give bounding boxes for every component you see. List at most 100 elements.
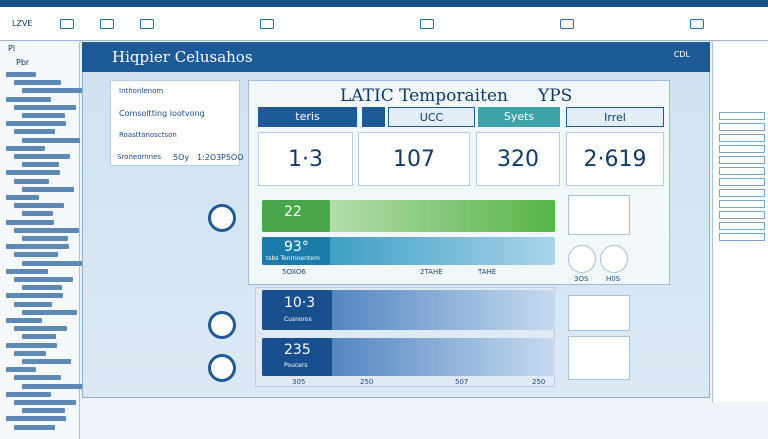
sidebar-row[interactable]	[14, 178, 49, 184]
form-field[interactable]	[719, 211, 765, 219]
sidebar-row[interactable]	[14, 203, 64, 209]
sidebar-row[interactable]	[22, 334, 56, 340]
sidebar-row[interactable]	[14, 129, 55, 135]
icon-chart[interactable]	[568, 195, 630, 235]
sidebar-row[interactable]	[6, 293, 63, 299]
icon-label: 3OS	[574, 275, 589, 283]
sidebar-row[interactable]	[6, 195, 39, 200]
sidebar-row[interactable]	[6, 391, 51, 397]
form-field[interactable]	[719, 200, 765, 208]
sidebar-row[interactable]	[6, 416, 66, 422]
form-field[interactable]	[719, 222, 765, 230]
toolbar-icon[interactable]	[60, 19, 74, 29]
icon-dial[interactable]	[568, 245, 596, 273]
form-field[interactable]	[719, 156, 765, 164]
panel-badge: YPS	[538, 86, 573, 106]
toolbar-icon[interactable]	[690, 19, 704, 29]
sidebar-row[interactable]	[14, 301, 52, 307]
sidebar-row[interactable]	[14, 375, 61, 381]
sidebar-row[interactable]	[22, 260, 83, 266]
bar-value: 235	[284, 342, 311, 358]
sidebar-row[interactable]	[22, 309, 77, 315]
summary-label: Roasttanosctson	[119, 131, 177, 139]
axis-label: 507	[455, 378, 469, 386]
summary-value: P5OO	[221, 153, 244, 162]
sidebar-row[interactable]	[14, 227, 79, 233]
sidebar-row[interactable]	[22, 408, 65, 414]
sidebar-row[interactable]	[6, 367, 36, 373]
sidebar-row[interactable]	[22, 285, 62, 291]
icon-dial[interactable]	[600, 245, 628, 273]
axis-label: 250	[360, 378, 374, 386]
sidebar-row[interactable]	[14, 350, 46, 356]
summary-line: Comsoltting lootvong	[119, 109, 205, 118]
icon-leaf[interactable]	[568, 295, 630, 331]
sidebar-row[interactable]	[22, 383, 86, 389]
sidebar-row[interactable]	[6, 318, 42, 323]
sidebar-row[interactable]	[6, 219, 54, 225]
sidebar-row[interactable]	[14, 104, 76, 110]
axis-label: 250	[532, 378, 546, 386]
gauge	[208, 204, 236, 232]
sidebar-row[interactable]	[14, 80, 61, 86]
sidebar-row[interactable]	[14, 424, 55, 430]
sidebar-row[interactable]	[14, 252, 58, 258]
sidebar-row[interactable]	[22, 137, 80, 143]
form-field[interactable]	[719, 123, 765, 131]
toolbar-icon[interactable]	[560, 19, 574, 29]
tab[interactable]: teris	[258, 107, 357, 127]
toolbar-icon[interactable]	[100, 19, 114, 29]
bar-label: tsbs Tenrnnentem	[266, 255, 320, 262]
sidebar-row[interactable]	[22, 236, 68, 241]
form-field[interactable]	[719, 178, 765, 186]
sidebar-row[interactable]	[6, 170, 60, 176]
sidebar-row[interactable]	[14, 400, 76, 405]
form-field[interactable]	[719, 112, 765, 120]
metric-card: 2·619	[566, 132, 664, 186]
bar-value: 93°	[284, 239, 309, 255]
toolbar-icon[interactable]	[260, 19, 274, 29]
metric-card: 107	[358, 132, 470, 186]
form-field[interactable]	[719, 145, 765, 153]
sidebar-row[interactable]	[6, 268, 48, 274]
bar: 22	[262, 200, 330, 232]
sidebar-row[interactable]	[6, 342, 57, 348]
sidebar-row[interactable]	[14, 154, 70, 159]
form-field[interactable]	[719, 189, 765, 197]
summary-card: Inthonlenom Comsoltting lootvong Roastta…	[110, 80, 244, 166]
tab[interactable]	[362, 107, 385, 127]
gauge	[208, 354, 236, 382]
sidebar-row[interactable]	[6, 244, 69, 250]
sidebar: Pl Pbr	[0, 42, 86, 439]
form-field[interactable]	[719, 233, 765, 241]
summary-value: 1:2O3	[197, 153, 222, 162]
toolbar-icon[interactable]	[420, 19, 434, 29]
icon-meter[interactable]	[568, 336, 630, 380]
sidebar-row[interactable]	[22, 359, 71, 364]
bar-label: Cusnoros	[284, 316, 312, 323]
form-field[interactable]	[719, 167, 765, 175]
sidebar-row[interactable]	[14, 326, 67, 332]
summary-heading: Inthonlenom	[119, 87, 164, 95]
panel-title: LATIC Temporaiten	[340, 86, 508, 106]
sidebar-row[interactable]	[22, 162, 59, 168]
sidebar-row[interactable]	[6, 72, 36, 77]
sidebar-row[interactable]	[14, 277, 73, 282]
app-header: Hiqpier Celusahos CDL	[82, 42, 710, 72]
toolbar-icon[interactable]	[140, 19, 154, 29]
bar-axis-label: 5OXO6	[282, 268, 306, 276]
tab[interactable]: Syets	[478, 107, 560, 127]
app-tag: CDL	[673, 50, 690, 59]
top-strip	[0, 0, 768, 7]
sidebar-row[interactable]	[22, 113, 65, 118]
app-title: Hiqpier Celusahos	[112, 48, 253, 66]
form-field[interactable]	[719, 134, 765, 142]
sidebar-row[interactable]	[6, 121, 66, 127]
sidebar-row[interactable]	[6, 96, 51, 102]
sidebar-row[interactable]	[22, 186, 74, 192]
sidebar-row[interactable]	[6, 145, 45, 151]
sidebar-row[interactable]	[22, 88, 86, 94]
tab[interactable]: UCC	[388, 107, 475, 127]
sidebar-row[interactable]	[22, 211, 53, 217]
tab[interactable]: Irrel	[566, 107, 664, 127]
